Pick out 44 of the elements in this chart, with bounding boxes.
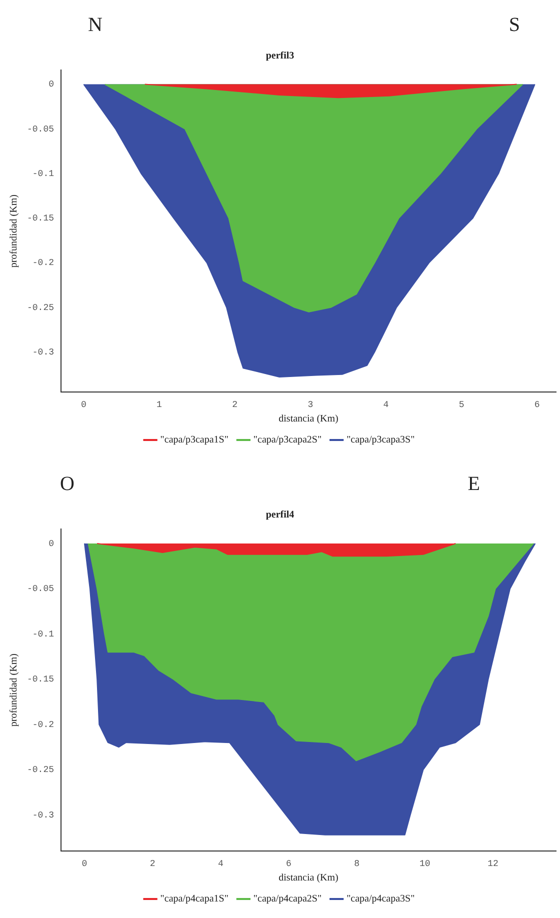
x-tick-label: 4 xyxy=(383,400,389,410)
x-tick-label: 5 xyxy=(458,400,464,410)
legend-label: "capa/p4capa1S" xyxy=(160,894,228,905)
y-tick-label: -0.2 xyxy=(32,258,54,268)
x-tick-label: 0 xyxy=(82,858,88,869)
legend-label: "capa/p4capa3S" xyxy=(346,894,415,905)
x-axis-title: distancia (Km) xyxy=(278,872,338,884)
y-axis-title: profundidad (Km) xyxy=(8,654,20,727)
y-tick-label: -0.1 xyxy=(32,629,54,640)
legend-label: "capa/p3capa3S" xyxy=(346,434,415,446)
y-axis-title: profundidad (Km) xyxy=(8,194,20,268)
y-tick-label: -0.3 xyxy=(32,810,54,820)
legend-label: "capa/p4capa2S" xyxy=(253,894,322,905)
x-tick-label: 10 xyxy=(420,858,430,869)
text: N xyxy=(88,14,102,37)
x-tick-label: 4 xyxy=(218,858,224,869)
y-tick-label: 0 xyxy=(48,538,54,549)
text: E xyxy=(468,473,480,496)
y-tick-label: -0.15 xyxy=(26,674,54,685)
x-tick-label: 1 xyxy=(156,400,162,410)
y-tick-label: -0.25 xyxy=(26,302,54,313)
x-tick-label: 3 xyxy=(308,400,314,410)
text: S xyxy=(508,14,520,37)
y-tick-label: -0.15 xyxy=(26,214,54,224)
y-tick-label: -0.2 xyxy=(32,720,54,730)
y-tick-label: -0.05 xyxy=(26,124,54,134)
y-tick-label: -0.1 xyxy=(32,168,54,179)
chart-title: perfil4 xyxy=(266,510,294,521)
text: O xyxy=(60,473,74,496)
x-tick-label: 8 xyxy=(354,858,360,869)
x-tick-label: 6 xyxy=(286,858,292,869)
x-tick-label: 2 xyxy=(150,858,156,869)
chart-title: perfil3 xyxy=(266,50,294,62)
x-tick-label: 6 xyxy=(534,400,540,410)
y-tick-label: -0.25 xyxy=(26,765,54,776)
legend-label: "capa/p3capa1S" xyxy=(160,434,228,446)
x-tick-label: 2 xyxy=(232,400,238,410)
x-tick-label: 12 xyxy=(488,858,498,869)
legend-label: "capa/p3capa2S" xyxy=(253,434,322,446)
y-tick-label: 0 xyxy=(48,80,54,90)
y-tick-label: -0.3 xyxy=(32,347,54,358)
x-tick-label: 0 xyxy=(80,400,86,410)
y-tick-label: -0.05 xyxy=(26,584,54,594)
x-axis-title: distancia (Km) xyxy=(278,414,338,425)
